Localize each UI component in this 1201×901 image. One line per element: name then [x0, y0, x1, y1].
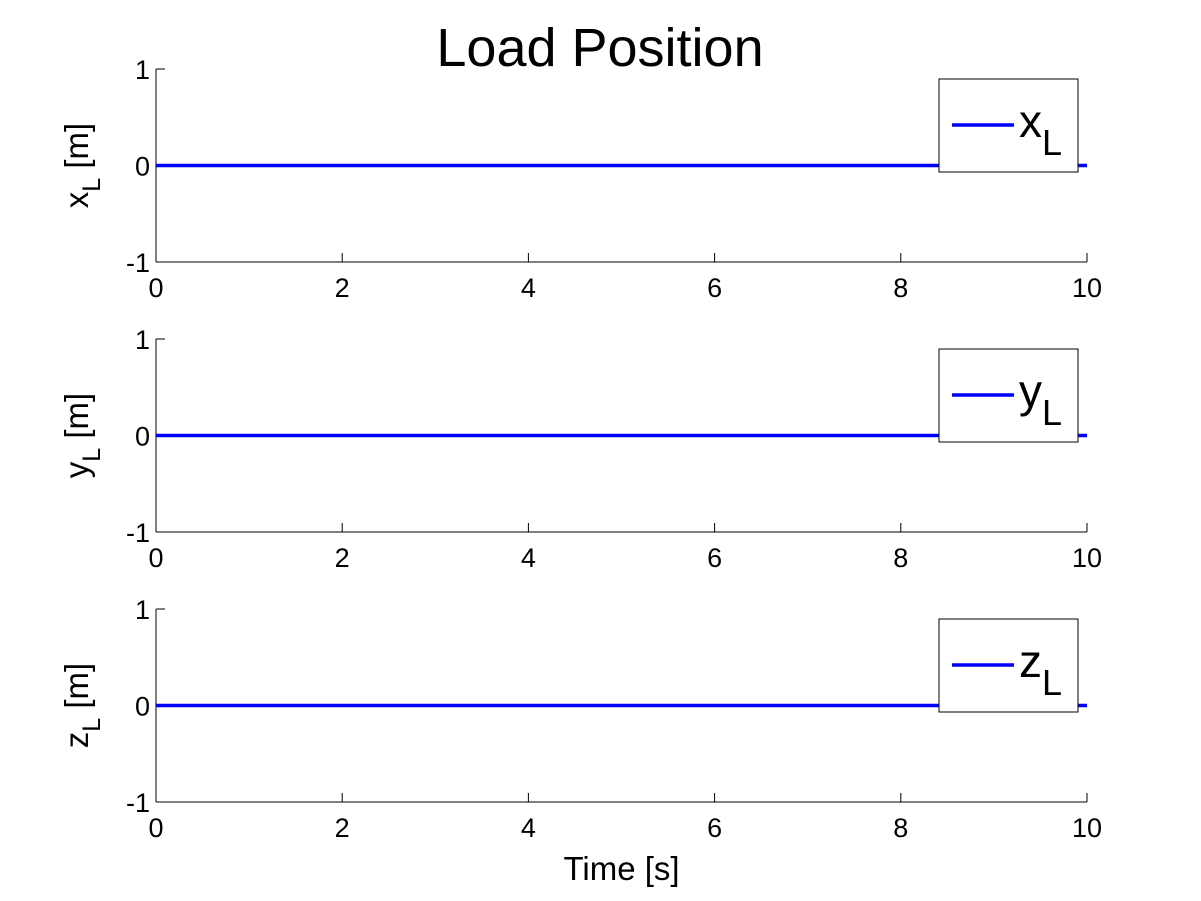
x-tick-label: 4 — [521, 813, 536, 843]
x-tick-label: 6 — [707, 273, 722, 303]
y-tick-label: -1 — [126, 788, 150, 818]
legend-label-subscript: L — [1042, 392, 1062, 433]
y-axis-label: zL [m] — [58, 663, 106, 748]
y-tick-label: 0 — [135, 152, 150, 182]
y-tick-label: 1 — [135, 325, 150, 355]
y-label-base: x — [58, 191, 95, 208]
legend-label-subscript: L — [1042, 122, 1062, 163]
legend: yL — [938, 348, 1079, 443]
x-axis-label: Time [s] — [563, 850, 679, 887]
x-tick-label: 2 — [335, 543, 350, 573]
x-tick-label: 0 — [148, 273, 163, 303]
y-label-base: z — [58, 732, 95, 749]
legend-label: zL — [1019, 635, 1062, 703]
legend: xL — [938, 78, 1079, 173]
x-tick-label: 0 — [148, 543, 163, 573]
legend-label-base: z — [1019, 635, 1042, 687]
legend-label-subscript: L — [1042, 662, 1062, 703]
chart-title: Load Position — [436, 18, 763, 78]
y-tick-label: 0 — [135, 422, 150, 452]
y-tick-label: -1 — [126, 248, 150, 278]
y-axis-label: yL [m] — [58, 393, 106, 478]
x-tick-label: 2 — [335, 813, 350, 843]
x-tick-label: 10 — [1072, 273, 1102, 303]
x-tick-label: 2 — [335, 273, 350, 303]
y-label-unit: [m] — [58, 123, 95, 178]
x-tick-label: 6 — [707, 813, 722, 843]
x-tick-label: 4 — [521, 543, 536, 573]
y-label-unit: [m] — [58, 663, 95, 718]
legend: zL — [938, 618, 1079, 713]
legend-label-base: x — [1019, 95, 1042, 147]
x-tick-label: 8 — [893, 813, 908, 843]
y-tick-label: 1 — [135, 55, 150, 85]
x-tick-label: 8 — [893, 273, 908, 303]
legend-label-base: y — [1019, 365, 1042, 417]
y-label-unit: [m] — [58, 393, 95, 448]
y-tick-label: 0 — [135, 692, 150, 722]
y-tick-label: -1 — [126, 518, 150, 548]
y-label-base: y — [58, 461, 95, 478]
y-label-subscript: L — [78, 718, 106, 732]
x-tick-label: 10 — [1072, 543, 1102, 573]
y-axis-label: xL [m] — [58, 123, 106, 208]
y-label-subscript: L — [78, 178, 106, 192]
y-tick-label: 1 — [135, 595, 150, 625]
x-tick-label: 4 — [521, 273, 536, 303]
x-tick-label: 8 — [893, 543, 908, 573]
x-tick-label: 10 — [1072, 813, 1102, 843]
x-tick-label: 6 — [707, 543, 722, 573]
legend-label: yL — [1019, 365, 1062, 433]
x-tick-label: 0 — [148, 813, 163, 843]
legend-label: xL — [1019, 95, 1062, 163]
y-label-subscript: L — [78, 448, 106, 462]
